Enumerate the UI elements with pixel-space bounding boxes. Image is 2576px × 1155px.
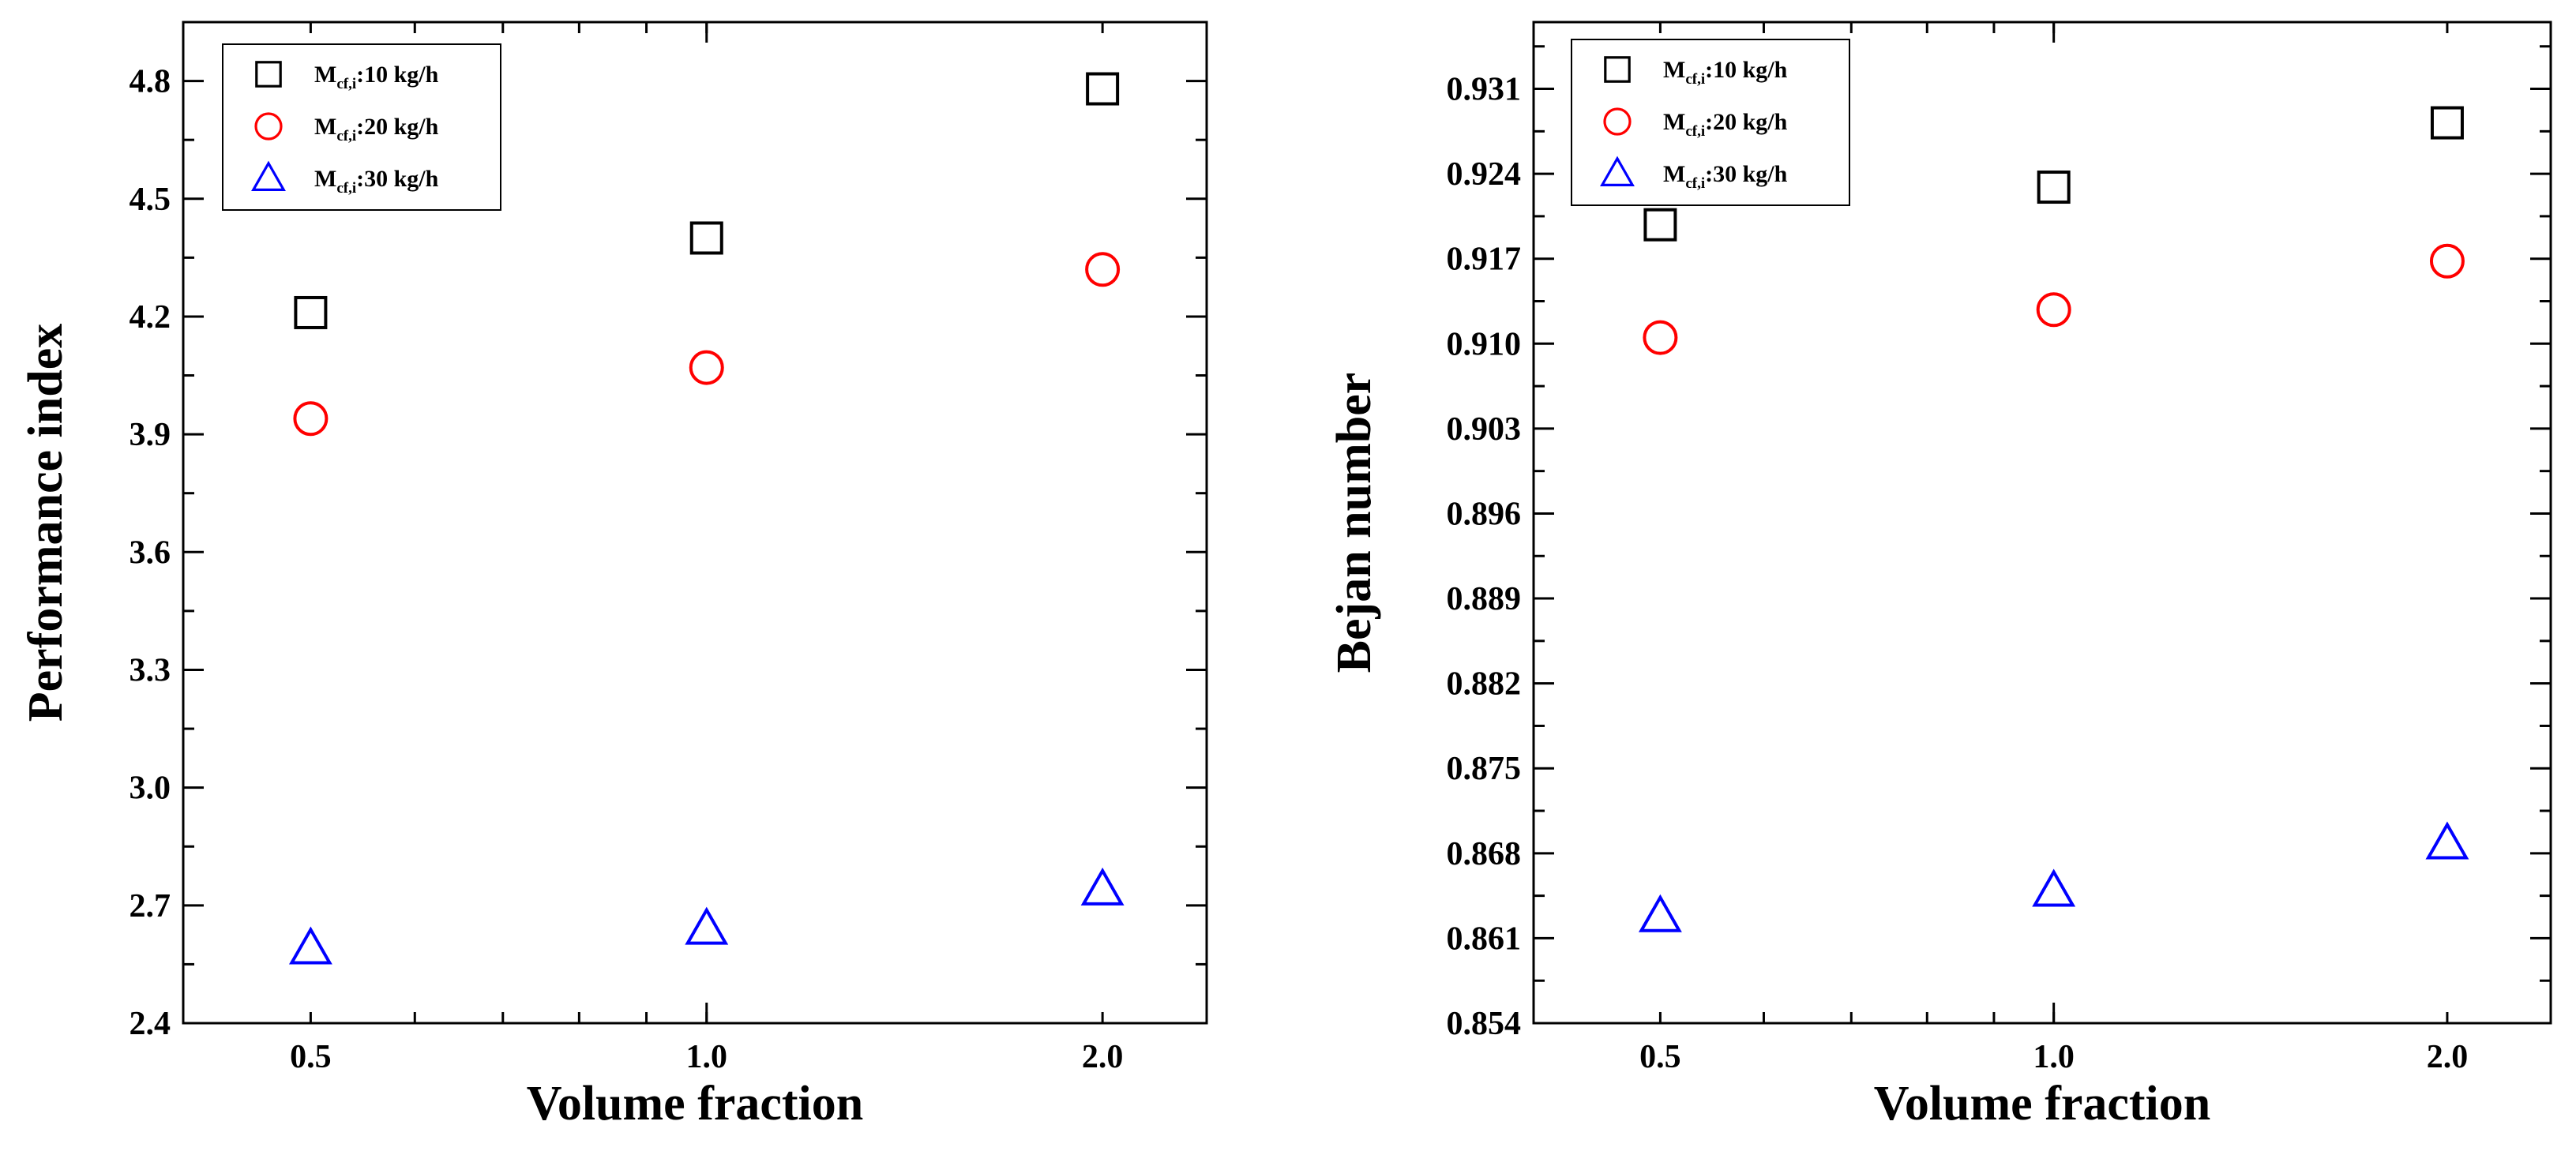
y-tick-label: 4.8 [130,64,171,100]
legend-label-rest: :30 kg/h [1705,161,1788,187]
legend-label-main: M [1663,109,1685,135]
plot-frame [1532,21,2552,1025]
y-tick-label: 0.931 [1447,72,1522,108]
data-point [2037,171,2071,204]
y-tick-label: 0.896 [1447,496,1522,532]
legend-label-main: M [314,166,336,192]
y-tick-label: 0.875 [1447,751,1522,787]
y-axis-title: Bejan number [1327,373,1381,673]
x-axis-title: Volume fraction [1874,1077,2211,1131]
y-tick-label: 0.854 [1447,1006,1522,1042]
legend-marker [1600,156,1635,187]
legend-label-rest: :10 kg/h [356,62,439,88]
data-point [1643,320,1678,355]
y-tick-label: 0.861 [1447,921,1522,957]
data-point [685,906,729,945]
data-point [1085,252,1121,287]
legend-label-main: M [314,62,336,88]
series-3 [288,867,1125,965]
data-point [1643,208,1677,242]
y-tick-label: 2.7 [130,888,171,924]
legend-label-rest: :10 kg/h [1705,57,1788,83]
data-point [1086,72,1120,106]
legend-box [222,43,501,211]
x-tick-label: 0.5 [290,1039,332,1075]
legend-marker [251,160,286,191]
legend-label-sub: cf,i [336,76,356,92]
x-tick-label: 1.0 [686,1039,728,1075]
data-point [2425,821,2469,860]
data-point [2036,292,2071,328]
series-1 [294,72,1120,329]
legend-label: Mcf,i:30 kg/h [1663,161,1788,192]
legend-label: Mcf,i:10 kg/h [314,62,439,92]
legend-label-sub: cf,i [1685,71,1705,88]
y-axis-title: Performance index [19,324,73,722]
data-point [1080,867,1125,906]
data-point [294,295,328,329]
x-tick-label: 2.0 [1082,1039,1124,1075]
legend-marker [255,61,282,88]
legend-label-sub: cf,i [336,128,356,144]
legend-box [1571,39,1850,206]
y-tick-label: 0.917 [1447,242,1522,278]
y-tick-label: 3.0 [130,771,171,807]
series-2 [293,252,1121,437]
x-tick-label: 0.5 [1639,1039,1681,1075]
y-tick-label: 3.6 [130,534,171,571]
legend-label: Mcf,i:20 kg/h [1663,109,1788,140]
x-axis-title: Volume fraction [527,1077,864,1131]
data-point [288,926,332,965]
x-tick-label: 1.0 [2033,1039,2075,1075]
legend-label-sub: cf,i [1685,123,1705,140]
y-tick-label: 4.2 [130,299,171,336]
data-point [689,221,723,255]
data-point [293,401,329,437]
legend-label: Mcf,i:10 kg/h [1663,57,1788,88]
y-tick-label: 0.889 [1447,581,1522,617]
data-point [1638,894,1682,932]
legend-label-sub: cf,i [336,180,356,197]
data-point [2429,243,2465,279]
x-tick-label: 2.0 [2427,1039,2469,1075]
legend-label-sub: cf,i [1685,175,1705,192]
y-tick-label: 4.5 [130,182,171,218]
y-tick-label: 0.910 [1447,326,1522,362]
legend-label-rest: :30 kg/h [356,166,439,192]
chart-2: 0.854 0.861 0.868 0.875 0.882 0.889 0.896 0.903… [1327,21,2552,1131]
legend-marker [1604,56,1631,83]
data-point [2430,106,2464,140]
series-3 [1638,821,2469,932]
legend-marker [1603,107,1632,136]
y-tick-label: 3.3 [130,652,171,688]
data-point [2032,868,2076,907]
legend-label-rest: :20 kg/h [1705,109,1788,135]
series-2 [1643,243,2465,355]
legend-label: Mcf,i:20 kg/h [314,114,439,144]
y-tick-label: 3.9 [130,417,171,453]
legend-marker [254,112,283,141]
y-tick-label: 2.4 [130,1006,171,1042]
plot-frame [182,21,1208,1025]
legend-label: Mcf,i:30 kg/h [314,166,439,197]
y-tick-label: 0.903 [1447,411,1522,448]
y-tick-label: 0.882 [1447,666,1522,703]
legend-label-main: M [1663,161,1685,187]
legend-label-main: M [1663,57,1685,83]
chart-1: 2.4 2.7 3.0 3.3 3.6 3.9 4.2 4.5 4.8 0.5 1.0 2.0 Volu… [19,21,1208,1131]
y-tick-label: 0.924 [1447,156,1522,193]
legend-label-rest: :20 kg/h [356,114,439,140]
series-1 [1643,106,2464,242]
data-point [689,350,724,385]
legend-label-main: M [314,114,336,140]
y-tick-label: 0.868 [1447,836,1522,872]
